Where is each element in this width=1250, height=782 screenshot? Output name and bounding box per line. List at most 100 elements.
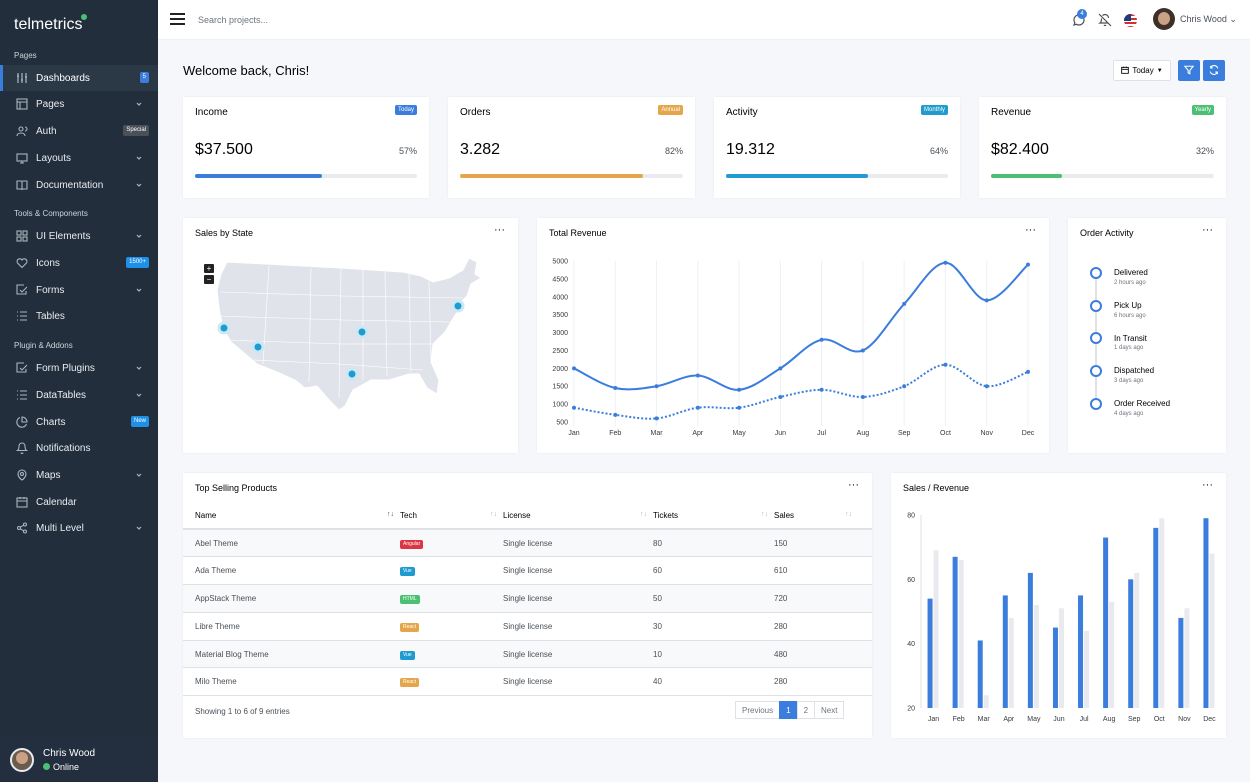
bar[interactable] xyxy=(1128,579,1134,708)
column-header-sales[interactable]: Sales ↑↓ xyxy=(774,503,858,530)
bar[interactable] xyxy=(927,598,933,708)
bar[interactable] xyxy=(1209,553,1215,708)
us-flag-icon[interactable] xyxy=(1124,14,1137,27)
sidebar-item-documentation[interactable]: Documentation xyxy=(0,172,158,198)
bar[interactable] xyxy=(1058,608,1064,708)
column-header-license[interactable]: License ↑↓ xyxy=(503,503,653,530)
sidebar-item-tables[interactable]: Tables xyxy=(0,303,158,329)
data-point[interactable] xyxy=(819,337,824,342)
table-row[interactable]: AppStack Theme HTML Single license 50 720 xyxy=(183,584,872,613)
map-marker[interactable] xyxy=(355,325,369,339)
pagination-next[interactable]: Next xyxy=(814,701,845,719)
map-marker[interactable] xyxy=(345,367,359,381)
bar[interactable] xyxy=(1052,627,1058,708)
data-point[interactable] xyxy=(654,416,659,421)
data-point[interactable] xyxy=(1026,262,1030,267)
sidebar-item-layouts[interactable]: Layouts xyxy=(0,145,158,171)
data-point[interactable] xyxy=(737,387,742,392)
bar[interactable] xyxy=(1078,595,1084,708)
bar[interactable] xyxy=(1002,595,1008,708)
sidebar-item-datatables[interactable]: DataTables xyxy=(0,382,158,408)
column-header-name[interactable]: Name ↑↓ xyxy=(183,503,400,530)
bar[interactable] xyxy=(1084,630,1090,708)
map-marker[interactable] xyxy=(251,340,265,354)
bar[interactable] xyxy=(1134,572,1140,708)
table-row[interactable]: Material Blog Theme Vue Single license 10 48… xyxy=(183,640,872,669)
brand-logo[interactable]: telmetrics xyxy=(0,0,158,48)
sidebar-item-form-plugins[interactable]: Form Plugins xyxy=(0,355,158,381)
more-options-icon[interactable]: ··· xyxy=(494,224,505,236)
refresh-button[interactable] xyxy=(1203,60,1225,81)
map-marker[interactable] xyxy=(217,321,231,335)
sidebar-item-ui-elements[interactable]: UI Elements xyxy=(0,223,158,249)
data-point[interactable] xyxy=(613,412,618,417)
bar[interactable] xyxy=(1178,617,1184,708)
data-point[interactable] xyxy=(902,384,907,389)
data-point[interactable] xyxy=(819,387,824,392)
sidebar-item-charts[interactable]: Charts New xyxy=(0,409,158,435)
bar[interactable] xyxy=(983,695,989,708)
sidebar-item-calendar[interactable]: Calendar xyxy=(0,489,158,515)
data-point[interactable] xyxy=(902,301,907,306)
data-point[interactable] xyxy=(654,384,659,389)
data-point[interactable] xyxy=(737,405,742,410)
bar[interactable] xyxy=(1203,518,1209,708)
sidebar-item-dashboards[interactable]: Dashboards 5 xyxy=(0,65,158,91)
sidebar-item-icons[interactable]: Icons 1500+ xyxy=(0,250,158,276)
bar[interactable] xyxy=(1008,617,1014,708)
more-options-icon[interactable]: ··· xyxy=(1202,479,1213,491)
data-point[interactable] xyxy=(695,373,700,378)
bar[interactable] xyxy=(952,556,958,708)
map-marker[interactable] xyxy=(451,299,465,313)
pagination-previous[interactable]: Previous xyxy=(735,701,781,719)
filter-button[interactable] xyxy=(1178,60,1200,81)
data-point[interactable] xyxy=(984,298,989,303)
more-options-icon[interactable]: ··· xyxy=(848,479,859,491)
sidebar-item-notifications[interactable]: Notifications xyxy=(0,435,158,461)
search-input[interactable] xyxy=(198,12,398,28)
data-point[interactable] xyxy=(860,394,865,399)
table-row[interactable]: Libre Theme React Single license 30 280 xyxy=(183,612,872,641)
bell-off-icon[interactable] xyxy=(1098,13,1112,27)
sidebar-item-pages[interactable]: Pages xyxy=(0,91,158,117)
sidebar-item-maps[interactable]: Maps xyxy=(0,462,158,488)
column-header-tickets[interactable]: Tickets ↑↓ xyxy=(653,503,774,530)
data-point[interactable] xyxy=(1026,369,1030,374)
sidebar-item-auth[interactable]: Auth Special xyxy=(0,118,158,144)
bar[interactable] xyxy=(1159,518,1165,708)
data-point[interactable] xyxy=(984,384,989,389)
user-menu[interactable]: Chris Wood ⌄ xyxy=(1180,14,1237,25)
date-range-button[interactable]: Today ▼ xyxy=(1113,60,1171,81)
data-point[interactable] xyxy=(943,260,948,265)
table-row[interactable]: Ada Theme Vue Single license 60 610 xyxy=(183,556,872,586)
bar[interactable] xyxy=(977,640,983,708)
pagination-page[interactable]: 2 xyxy=(796,701,816,719)
data-point[interactable] xyxy=(572,405,576,410)
menu-toggle-icon[interactable] xyxy=(170,13,185,25)
bar[interactable] xyxy=(933,550,939,708)
zoom-in-button[interactable]: + xyxy=(204,264,214,273)
avatar[interactable] xyxy=(1153,8,1175,30)
data-point[interactable] xyxy=(695,405,700,410)
data-point[interactable] xyxy=(778,366,783,371)
more-options-icon[interactable]: ··· xyxy=(1202,224,1213,236)
bar[interactable] xyxy=(1153,527,1159,708)
table-row[interactable]: Abel Theme Angular Single license 80 150 xyxy=(183,529,872,558)
bar[interactable] xyxy=(958,560,964,708)
data-point[interactable] xyxy=(778,394,783,399)
sidebar-user[interactable]: Chris Wood Online xyxy=(0,737,158,782)
pagination-page[interactable]: 1 xyxy=(779,701,798,719)
table-row[interactable]: Milo Theme React Single license 40 280 xyxy=(183,667,872,697)
data-point[interactable] xyxy=(613,386,618,391)
bar[interactable] xyxy=(1027,572,1033,708)
bar[interactable] xyxy=(1184,608,1190,708)
zoom-out-button[interactable]: − xyxy=(204,275,214,284)
sidebar-item-multi-level[interactable]: Multi Level xyxy=(0,515,158,541)
bar[interactable] xyxy=(1033,605,1039,708)
data-point[interactable] xyxy=(943,362,948,367)
column-header-tech[interactable]: Tech ↑↓ xyxy=(400,503,503,530)
bar[interactable] xyxy=(1109,601,1115,708)
sidebar-item-forms[interactable]: Forms xyxy=(0,277,158,303)
data-point[interactable] xyxy=(860,348,865,353)
more-options-icon[interactable]: ··· xyxy=(1025,224,1036,236)
